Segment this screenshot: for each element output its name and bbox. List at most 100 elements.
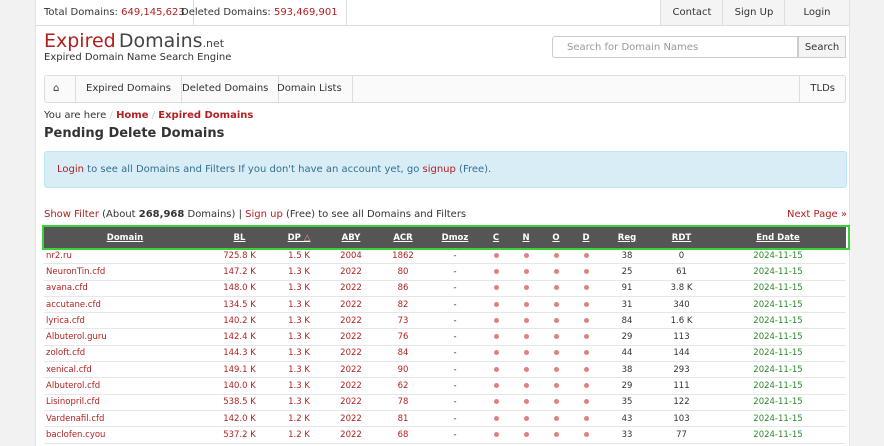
status-dot xyxy=(583,268,589,274)
column-header[interactable]: RDT xyxy=(653,227,710,248)
column-header[interactable]: ABY xyxy=(325,227,377,248)
status-dot xyxy=(553,350,559,356)
cell: 2024-11-15 xyxy=(710,280,846,297)
header-row: Domain BL DP △ ABY ACR Dmoz C N O D Reg RDT End Date xyxy=(44,227,846,248)
cell: - xyxy=(429,410,481,428)
status-cell xyxy=(541,394,571,411)
login-link[interactable]: Login xyxy=(784,0,849,25)
cell: 2022 xyxy=(325,328,377,346)
cell: 2022 xyxy=(325,377,377,395)
column-header[interactable]: C xyxy=(481,227,511,248)
cell: 86 xyxy=(377,280,429,297)
column-header[interactable]: Domain xyxy=(44,227,206,248)
column-header[interactable]: Dmoz xyxy=(429,227,481,248)
column-header[interactable]: BL xyxy=(206,227,273,248)
column-header[interactable]: DP △ xyxy=(273,227,325,248)
breadcrumb-link[interactable]: Home xyxy=(116,110,149,121)
cell: 147.2 K xyxy=(206,263,273,281)
cell: 2024-11-15 xyxy=(710,410,846,428)
value: 593,469,901 xyxy=(273,7,338,18)
status-cell xyxy=(511,394,541,411)
cell: 140.0 K xyxy=(206,377,273,395)
signup-link[interactable]: Sign up xyxy=(245,209,283,220)
status-cell xyxy=(511,345,541,363)
signup-link[interactable]: signup xyxy=(422,164,456,175)
status-cell xyxy=(511,280,541,297)
nav-item[interactable]: Deleted Domains xyxy=(172,76,280,102)
cell: 144 xyxy=(653,345,710,363)
status-cell xyxy=(541,328,571,346)
column-header[interactable]: ACR xyxy=(377,227,429,248)
status-dot xyxy=(523,383,529,389)
alert-text: (Free). xyxy=(455,164,492,175)
cell: 1.3 K xyxy=(273,394,325,411)
status-cell xyxy=(511,312,541,330)
status-dot xyxy=(523,415,529,421)
label: Deleted Domains: xyxy=(181,7,271,18)
logo[interactable]: Expired Domains.net xyxy=(44,30,224,52)
next-page[interactable]: Next Page » xyxy=(787,209,847,220)
cell: 84 xyxy=(377,345,429,363)
show-filter[interactable]: Show Filter xyxy=(44,209,99,220)
table-row: lyrica.cfd 140.2 K 1.3 K 2022 73- 84 1.6 K 2024… xyxy=(44,312,846,330)
status-dot xyxy=(493,252,499,258)
cell: 537.2 K xyxy=(206,426,273,444)
cell: 2022 xyxy=(325,394,377,411)
breadcrumb-link[interactable]: Expired Domains xyxy=(158,110,254,121)
status-cell xyxy=(571,312,601,330)
cell: 62 xyxy=(377,377,429,395)
cell: 148.0 K xyxy=(206,280,273,297)
cell: - xyxy=(429,345,481,363)
nav-item[interactable]: TLDs xyxy=(799,76,845,102)
cell: - xyxy=(429,361,481,379)
cell: - xyxy=(429,248,481,265)
status-dot xyxy=(523,268,529,274)
cell: 2024-11-15 xyxy=(710,426,846,444)
cell: 38 xyxy=(601,248,653,265)
cell: 33 xyxy=(601,426,653,444)
search-input[interactable]: Search for Domain Names xyxy=(552,36,798,58)
column-header[interactable]: End Date xyxy=(710,227,846,248)
cell: 0 xyxy=(653,248,710,265)
status-dot xyxy=(493,350,499,356)
cell: 80 xyxy=(377,263,429,281)
status-dot xyxy=(553,415,559,421)
column-header[interactable]: Reg xyxy=(601,227,653,248)
status-dot xyxy=(583,301,589,307)
cell: 78 xyxy=(377,394,429,411)
cell: 3.8 K xyxy=(653,280,710,297)
table-row: Lisinopril.cfd 538.5 K 1.3 K 2022 78- 35 122 20… xyxy=(44,394,846,411)
cell: 1.3 K xyxy=(273,345,325,363)
status-cell xyxy=(511,248,541,265)
cell: 1.3 K xyxy=(273,263,325,281)
status-cell xyxy=(541,280,571,297)
column-header[interactable]: O xyxy=(541,227,571,248)
cell: - xyxy=(429,296,481,314)
cell: 2022 xyxy=(325,361,377,379)
contact-link[interactable]: Contact xyxy=(660,0,723,25)
status-cell xyxy=(511,296,541,314)
nav-item[interactable]: Expired Domains xyxy=(76,76,182,102)
status-dot xyxy=(553,383,559,389)
text: Domains) | xyxy=(184,209,246,220)
nav-item[interactable]: Domain Lists xyxy=(267,76,353,102)
login-link[interactable]: Login xyxy=(57,164,84,175)
column-header[interactable]: D xyxy=(571,227,601,248)
search-button[interactable]: Search xyxy=(798,36,846,58)
home-icon[interactable]: ⌂ xyxy=(45,76,76,102)
cell: 538.5 K xyxy=(206,394,273,411)
cell: 2022 xyxy=(325,280,377,297)
status-dot xyxy=(523,301,529,307)
status-dot xyxy=(583,350,589,356)
status-cell xyxy=(481,361,511,379)
status-dot xyxy=(493,399,499,405)
status-cell xyxy=(481,296,511,314)
column-header[interactable]: N xyxy=(511,227,541,248)
status-cell xyxy=(571,263,601,281)
cell: avana.cfd xyxy=(44,280,206,297)
signup-link[interactable]: Sign Up xyxy=(722,0,785,25)
status-dot xyxy=(553,399,559,405)
cell: accutane.cfd xyxy=(44,296,206,314)
cell: 84 xyxy=(601,312,653,330)
